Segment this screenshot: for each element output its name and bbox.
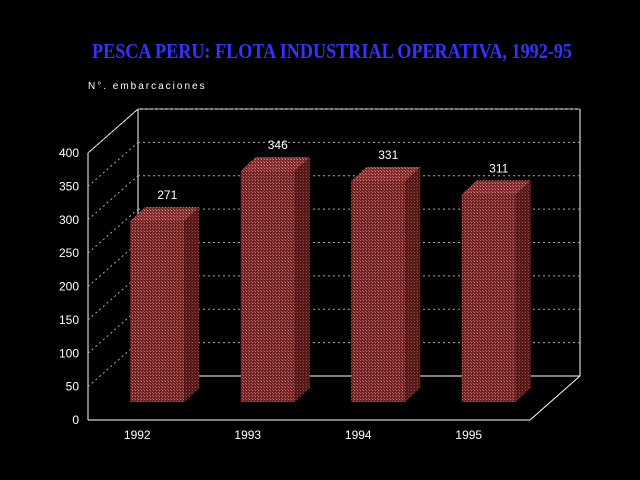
gridline-side xyxy=(87,275,139,321)
bars: 271 346 331 311 xyxy=(130,138,531,402)
gridline-side xyxy=(87,141,139,187)
y-tick-label: 300 xyxy=(59,213,79,227)
y-axis-ticks: 0 50 100 150 200 250 300 350 400 xyxy=(59,146,79,427)
bar-top xyxy=(130,207,200,222)
bar-front xyxy=(240,171,295,402)
bar-top xyxy=(240,157,310,172)
y-tick-label: 150 xyxy=(59,313,79,327)
y-axis-label: N°. embarcaciones xyxy=(88,81,207,92)
gridline-side xyxy=(87,308,139,354)
data-label: 331 xyxy=(378,148,398,162)
x-tick-label: 1993 xyxy=(234,428,261,442)
gridline-side xyxy=(87,242,139,287)
bar-front xyxy=(461,194,516,402)
gridline-side xyxy=(87,342,139,388)
bar-1995: 311 xyxy=(461,161,531,402)
y-tick-label: 400 xyxy=(59,146,79,160)
x-tick-label: 1995 xyxy=(455,428,482,442)
bar-side xyxy=(405,167,421,402)
chart-title: PESCA PERU: FLOTA INDUSTRIAL OPERATIVA, … xyxy=(92,39,572,63)
x-tick-label: 1994 xyxy=(345,428,372,442)
floor-right-edge xyxy=(529,375,581,421)
bar-1993: 346 xyxy=(240,138,310,402)
x-axis-ticks: 1992 1993 1994 1995 xyxy=(124,428,483,442)
gridline-side xyxy=(87,175,139,221)
y-tick-label: 200 xyxy=(59,280,79,294)
bar-1994: 331 xyxy=(351,148,421,402)
gridline-side xyxy=(87,208,139,254)
bar-front xyxy=(130,221,185,402)
y-tick-label: 50 xyxy=(66,380,80,394)
bar-1992: 271 xyxy=(130,188,200,402)
y-tick-label: 0 xyxy=(72,413,79,427)
y-tick-label: 350 xyxy=(59,179,79,193)
bar-side xyxy=(294,157,310,402)
data-label: 311 xyxy=(489,161,508,175)
bar-side xyxy=(184,207,200,402)
y-tick-label: 250 xyxy=(59,246,79,260)
bar-front xyxy=(351,181,406,402)
gridline-side xyxy=(87,108,139,154)
data-label: 271 xyxy=(157,188,177,202)
x-tick-label: 1992 xyxy=(124,428,151,442)
bar-top xyxy=(351,167,421,182)
bar-top xyxy=(461,180,531,195)
bar-side xyxy=(515,180,531,402)
data-label: 346 xyxy=(268,138,288,152)
y-tick-label: 100 xyxy=(59,346,79,360)
